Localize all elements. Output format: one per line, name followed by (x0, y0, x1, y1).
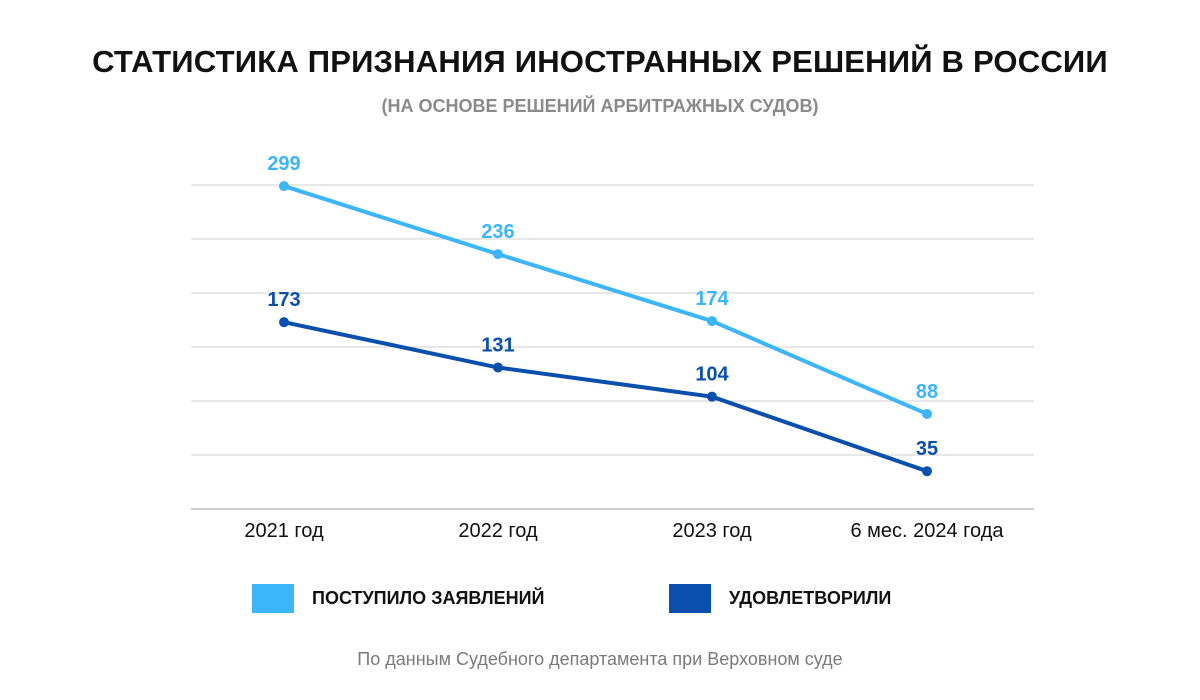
legend-swatch-applications (252, 584, 294, 613)
legend-item-applications: ПОСТУПИЛО ЗАЯВЛЕНИЙ (252, 584, 544, 613)
x-axis-labels: 2021 год 2022 год 2023 год 6 мес. 2024 года (244, 520, 1004, 542)
data-point (493, 362, 503, 373)
data-point (279, 317, 289, 328)
legend-label-satisfied: УДОВЛЕТВОРИЛИ (729, 588, 892, 608)
data-point (707, 316, 717, 327)
data-point (922, 408, 932, 419)
x-tick-label: 2023 год (672, 520, 752, 542)
data-label: 104 (695, 364, 729, 386)
chart-title: СТАТИСТИКА ПРИЗНАНИЯ ИНОСТРАННЫХ РЕШЕНИЙ… (92, 44, 1108, 79)
data-point (707, 391, 717, 402)
series-points (279, 181, 932, 477)
data-labels: 299 236 174 88 173 131 104 35 (267, 153, 938, 460)
legend-item-satisfied: УДОВЛЕТВОРИЛИ (669, 584, 891, 613)
line-chart: 2021 год 2022 год 2023 год 6 мес. 2024 года… (191, 153, 1034, 542)
data-label: 131 (481, 335, 514, 357)
series-line-0 (282, 184, 929, 416)
data-label: 174 (695, 288, 729, 310)
series-line-1 (282, 320, 929, 474)
data-label: 88 (916, 381, 938, 403)
data-label: 173 (267, 289, 300, 311)
data-label: 35 (916, 438, 938, 460)
data-point (922, 466, 932, 477)
series-lines (282, 184, 929, 474)
data-label: 236 (481, 221, 514, 243)
legend: ПОСТУПИЛО ЗАЯВЛЕНИЙ УДОВЛЕТВОРИЛИ (0, 584, 1200, 614)
data-point (279, 181, 289, 192)
chart-subtitle: (НА ОСНОВЕ РЕШЕНИЙ АРБИТРАЖНЫХ СУДОВ) (381, 96, 819, 116)
gridlines (191, 184, 1034, 510)
x-tick-label: 2022 год (458, 520, 538, 542)
legend-label-applications: ПОСТУПИЛО ЗАЯВЛЕНИЙ (312, 588, 545, 608)
data-point (493, 249, 503, 260)
x-tick-label: 6 мес. 2024 года (850, 520, 1004, 542)
legend-swatch-satisfied (669, 584, 711, 613)
x-tick-label: 2021 год (244, 520, 324, 542)
source-note: По данным Судебного департамента при Вер… (357, 649, 843, 669)
data-label: 299 (267, 153, 300, 175)
